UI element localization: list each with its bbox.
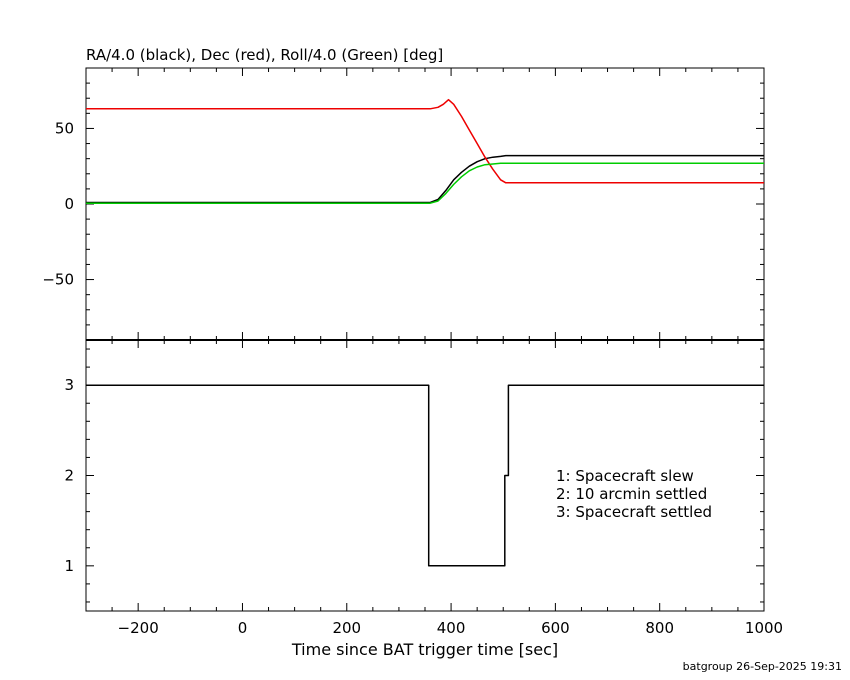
series-line <box>86 162 764 204</box>
y-tick-label: 50 <box>55 119 74 137</box>
y-tick-label: 2 <box>64 467 74 485</box>
status-legend: 1: Spacecraft slew 2: 10 arcmin settled … <box>556 467 712 521</box>
x-tick-label: 600 <box>541 619 570 637</box>
y-tick-label: 3 <box>64 376 74 394</box>
x-axis-label: Time since BAT trigger time [sec] <box>291 640 558 659</box>
x-tick-label: −200 <box>118 619 159 637</box>
legend-item: 2: 10 arcmin settled <box>556 485 707 503</box>
y-tick-label: 0 <box>64 195 74 213</box>
series-line <box>86 384 764 567</box>
y-tick-label: −50 <box>42 271 74 289</box>
series-line <box>86 98 764 184</box>
x-tick-label: 0 <box>238 619 248 637</box>
legend-item: 1: Spacecraft slew <box>556 467 694 485</box>
top-chart-title: RA/4.0 (black), Dec (red), Roll/4.0 (Gre… <box>86 46 443 64</box>
series-line <box>86 154 764 204</box>
y-tick-label: 1 <box>64 557 74 575</box>
top-panel: −50 0 50 <box>42 67 765 341</box>
x-tick-label: 1000 <box>745 619 783 637</box>
bottom-panel: −200 0 200 400 600 800 1000 1 2 3 <box>64 339 783 637</box>
footer-stamp: batgroup 26-Sep-2025 19:31 <box>682 660 842 673</box>
x-tick-label: 800 <box>645 619 674 637</box>
x-tick-label: 400 <box>437 619 466 637</box>
x-tick-label: 200 <box>332 619 361 637</box>
legend-item: 3: Spacecraft settled <box>556 503 712 521</box>
